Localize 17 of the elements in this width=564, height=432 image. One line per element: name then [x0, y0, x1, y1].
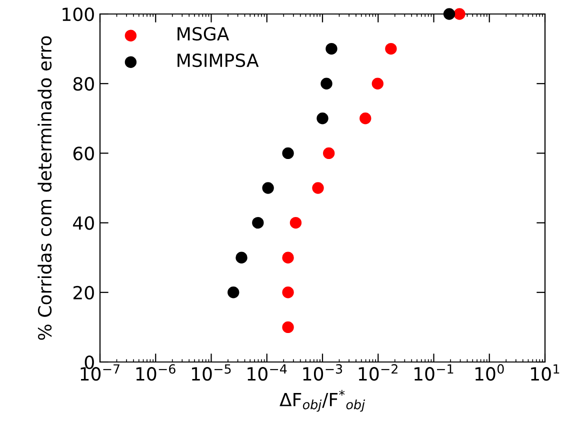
y-tick-label: 100 [62, 7, 94, 22]
x-tick-label: 10$^{1}$ [531, 364, 560, 381]
x-tick-label: 10$^{−3}$ [303, 364, 342, 381]
x-tick-label: 10$^{−5}$ [192, 364, 231, 381]
y-tick-label: 60 [73, 146, 94, 160]
x-axis-title: ΔF$_{obj}$/F$^{*}$$_{obj}$ [280, 390, 365, 412]
x-tick-label: 10$^{−1}$ [414, 364, 454, 381]
legend-label: MSIMPSA [178, 53, 259, 68]
x-tick-label: 10$^{−4}$ [248, 364, 287, 381]
x-tick-label: 10$^{−2}$ [358, 364, 398, 381]
x-tick-label: 10$^{−6}$ [136, 364, 176, 381]
legend-label: MSGA [178, 26, 230, 41]
x-tick-label: 10$^{0}$ [475, 364, 504, 381]
y-tick-label: 80 [73, 77, 94, 91]
y-axis-title: % Corridas com determinado erro [38, 36, 52, 340]
y-tick-label: 20 [73, 286, 94, 300]
y-tick-label: 40 [73, 216, 94, 230]
